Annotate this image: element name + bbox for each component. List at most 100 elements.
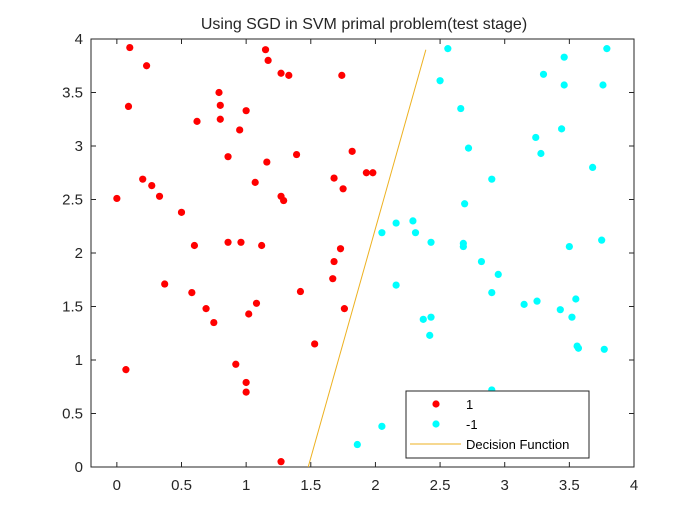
series-positive-point: [155, 192, 164, 200]
series-positive-point: [245, 310, 253, 318]
series-negative-point: [378, 422, 386, 430]
series-positive-point: [139, 175, 147, 183]
series-positive-point: [216, 101, 224, 109]
series-negative-point: [565, 242, 573, 251]
y-tick-label: 1.5: [62, 299, 83, 316]
series-negative-point: [464, 144, 473, 152]
series-negative-point: [558, 125, 566, 133]
x-tick-label: 3.5: [559, 477, 580, 494]
series-positive-point: [338, 71, 346, 79]
series-negative-point: [409, 217, 417, 225]
series-positive-point: [348, 147, 356, 155]
series-positive-point: [263, 158, 271, 166]
chart-title: Using SGD in SVM primal problem(test sta…: [201, 16, 527, 33]
series-negative-point: [427, 313, 435, 321]
series-positive-point: [215, 88, 223, 97]
decision-function-line: [307, 49, 427, 468]
series-negative-point: [459, 239, 467, 247]
series-negative-point: [494, 270, 502, 278]
legend-marker: [432, 420, 440, 428]
series-negative-point: [419, 315, 427, 323]
x-tick-label: 0.5: [171, 477, 192, 494]
series-negative-point: [378, 229, 386, 237]
series-positive-point: [362, 169, 370, 177]
series-negative-point: [444, 45, 452, 53]
x-tick-label: 4: [630, 477, 638, 494]
x-tick-label: 2: [371, 477, 379, 494]
series-positive-point: [216, 115, 224, 123]
y-tick-label: 1: [75, 352, 83, 369]
series-negative-point: [539, 70, 548, 78]
series-negative-point: [427, 238, 435, 246]
series-positive-point: [224, 153, 232, 161]
series-negative-point: [392, 219, 400, 227]
series-negative-point: [353, 440, 361, 449]
series-positive-point: [126, 43, 134, 52]
series-positive-point: [280, 196, 288, 205]
series-negative-point: [436, 77, 444, 85]
series-positive-point: [264, 56, 272, 64]
series-positive-point: [329, 275, 337, 283]
series-negative-point: [488, 288, 496, 297]
series-positive-point: [232, 360, 240, 368]
series-positive-point: [124, 102, 133, 111]
legend: 1 -1 Decision Function: [405, 390, 590, 459]
series-positive-point: [339, 185, 347, 193]
series-positive-point: [258, 241, 266, 250]
series-negative-point: [411, 229, 420, 237]
x-tick-label: 1: [242, 477, 250, 494]
series-positive-point: [252, 299, 261, 307]
series-negative-point: [560, 81, 568, 89]
legend-label: -1: [466, 417, 478, 432]
x-tick-label: 1.5: [300, 477, 321, 494]
series-negative-point: [556, 306, 564, 314]
series-positive-point: [277, 458, 285, 466]
series-negative-point: [461, 200, 469, 208]
series-positive-point: [330, 174, 338, 182]
series-positive-point: [242, 388, 250, 396]
y-tick-label: 3.5: [62, 85, 83, 102]
series-positive-point: [177, 208, 186, 216]
series-positive-point: [161, 280, 169, 288]
series-positive-point: [292, 150, 301, 159]
series-positive-point: [224, 238, 232, 246]
series-negative-point: [477, 257, 486, 266]
series-positive-point: [242, 378, 250, 387]
series-negative-point: [520, 300, 528, 308]
series-negative-point: [600, 345, 608, 353]
series-negative-point: [533, 297, 541, 305]
series-negative-point: [589, 163, 597, 171]
series-positive-point: [193, 117, 201, 125]
series-positive-point: [261, 46, 270, 54]
series-positive-point: [188, 288, 196, 297]
series-negative-point: [488, 175, 496, 183]
series-positive-point: [369, 169, 377, 177]
y-tick-label: 2.5: [62, 192, 83, 209]
legend-label: 1: [466, 397, 473, 412]
series-negative-point: [537, 149, 545, 158]
y-tick-label: 2: [75, 245, 83, 262]
series-positive-point: [251, 178, 259, 186]
series-positive-point: [113, 194, 121, 203]
series-negative-point: [532, 133, 540, 142]
series-positive-point: [210, 318, 218, 327]
series-positive-point: [236, 126, 244, 134]
series-negative-point: [392, 281, 400, 289]
series-positive-point: [190, 241, 199, 250]
series-positive-point: [277, 69, 285, 77]
series-negative-point: [574, 344, 583, 352]
series-positive-point: [336, 245, 345, 253]
x-tick-label: 3: [501, 477, 509, 494]
series-negative-point: [572, 295, 580, 303]
y-tick-label: 3: [75, 138, 83, 155]
y-tick-label: 0: [75, 459, 83, 476]
x-tick-label: 0: [113, 477, 121, 494]
series-negative-point: [457, 104, 465, 113]
series-negative-point: [568, 313, 576, 321]
series-positive-point: [311, 340, 319, 348]
legend-marker: [432, 400, 440, 408]
series-positive-point: [296, 287, 305, 296]
series-positive-point: [202, 305, 210, 313]
series-positive-point: [148, 181, 156, 190]
